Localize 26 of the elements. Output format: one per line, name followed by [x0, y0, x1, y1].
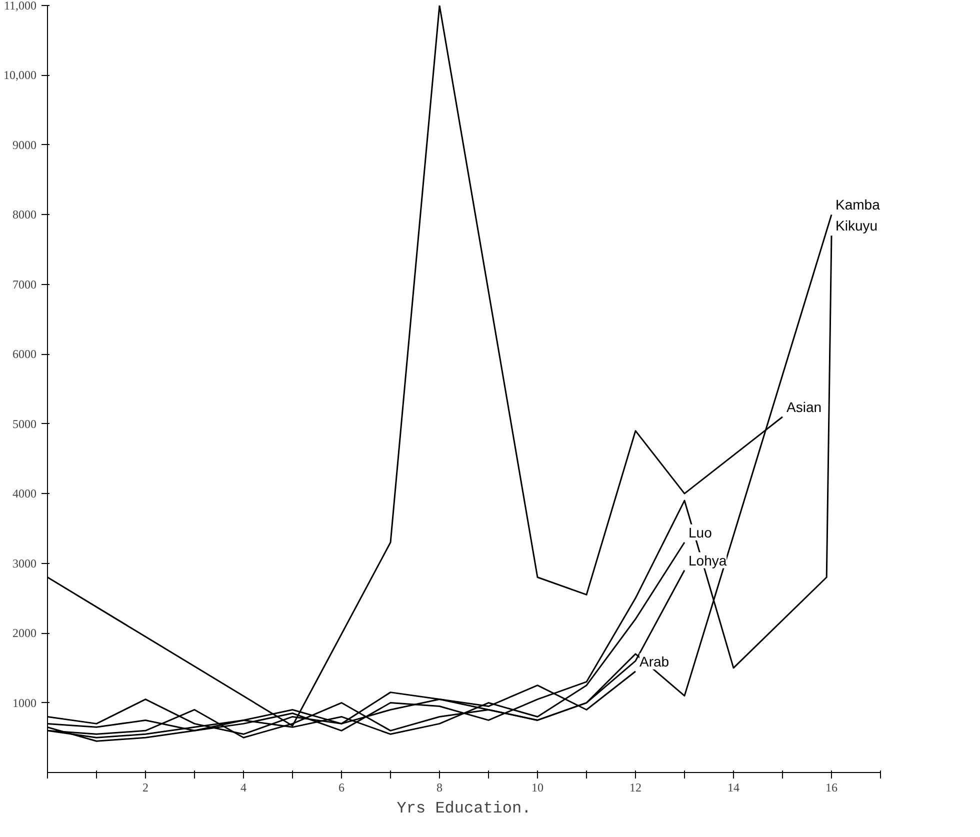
x-tick-label: 6 — [338, 780, 344, 794]
series-label: Kamba — [836, 196, 880, 213]
y-tick-label: 7000 — [12, 277, 36, 292]
x-tick-label: 16 — [826, 780, 838, 794]
x-axis-title: Yrs Education. — [396, 800, 532, 818]
y-tick-label: 10,000 — [4, 68, 36, 82]
x-tick-label: 4 — [240, 780, 246, 794]
y-tick-label: 8000 — [12, 208, 36, 222]
series-label: Kikuyu — [836, 218, 878, 234]
series-label: Lohya — [688, 552, 727, 568]
y-tick-label: 4000 — [12, 486, 36, 501]
y-tick-label: 6000 — [12, 347, 36, 362]
y-tick-label: 3000 — [12, 556, 36, 570]
series-label: Asian — [786, 398, 822, 415]
x-tick-label: 14 — [728, 780, 740, 794]
y-tick-label: 9000 — [12, 138, 36, 152]
x-tick-label: 8 — [436, 780, 442, 794]
series-label: Luo — [688, 524, 712, 540]
x-tick-label: 10 — [532, 780, 544, 794]
x-tick-label: 12 — [630, 780, 642, 794]
y-tick-label: 5000 — [12, 416, 36, 431]
series-label: Arab — [640, 653, 670, 670]
y-tick-label: 11,000 — [4, 0, 37, 12]
x-tick-label: 2 — [142, 780, 148, 794]
y-tick-label: 2000 — [12, 626, 36, 640]
y-tick-label: 1000 — [12, 696, 36, 710]
